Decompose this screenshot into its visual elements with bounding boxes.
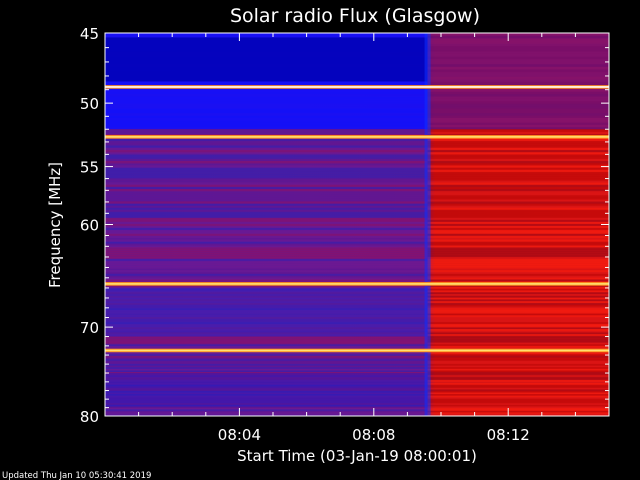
transition-edge (424, 33, 431, 416)
y-tick-label: 60 (80, 217, 99, 235)
y-tick-label: 45 (80, 25, 99, 43)
y-tick-label: 70 (80, 319, 99, 337)
y-tick-label: 55 (80, 159, 99, 177)
x-tick-label: 08:08 (352, 426, 395, 444)
y-axis-label: Frequency [MHz] (46, 162, 64, 288)
x-axis-label: Start Time (03-Jan-19 08:00:01) (237, 447, 477, 465)
x-tick-label: 08:04 (218, 426, 261, 444)
updated-timestamp: Updated Thu Jan 10 05:30:41 2019 (2, 471, 151, 480)
y-tick-label: 80 (80, 408, 99, 426)
y-tick-label: 50 (80, 95, 99, 113)
x-tick-label: 08:12 (487, 426, 530, 444)
chart-title: Solar radio Flux (Glasgow) (230, 5, 480, 27)
